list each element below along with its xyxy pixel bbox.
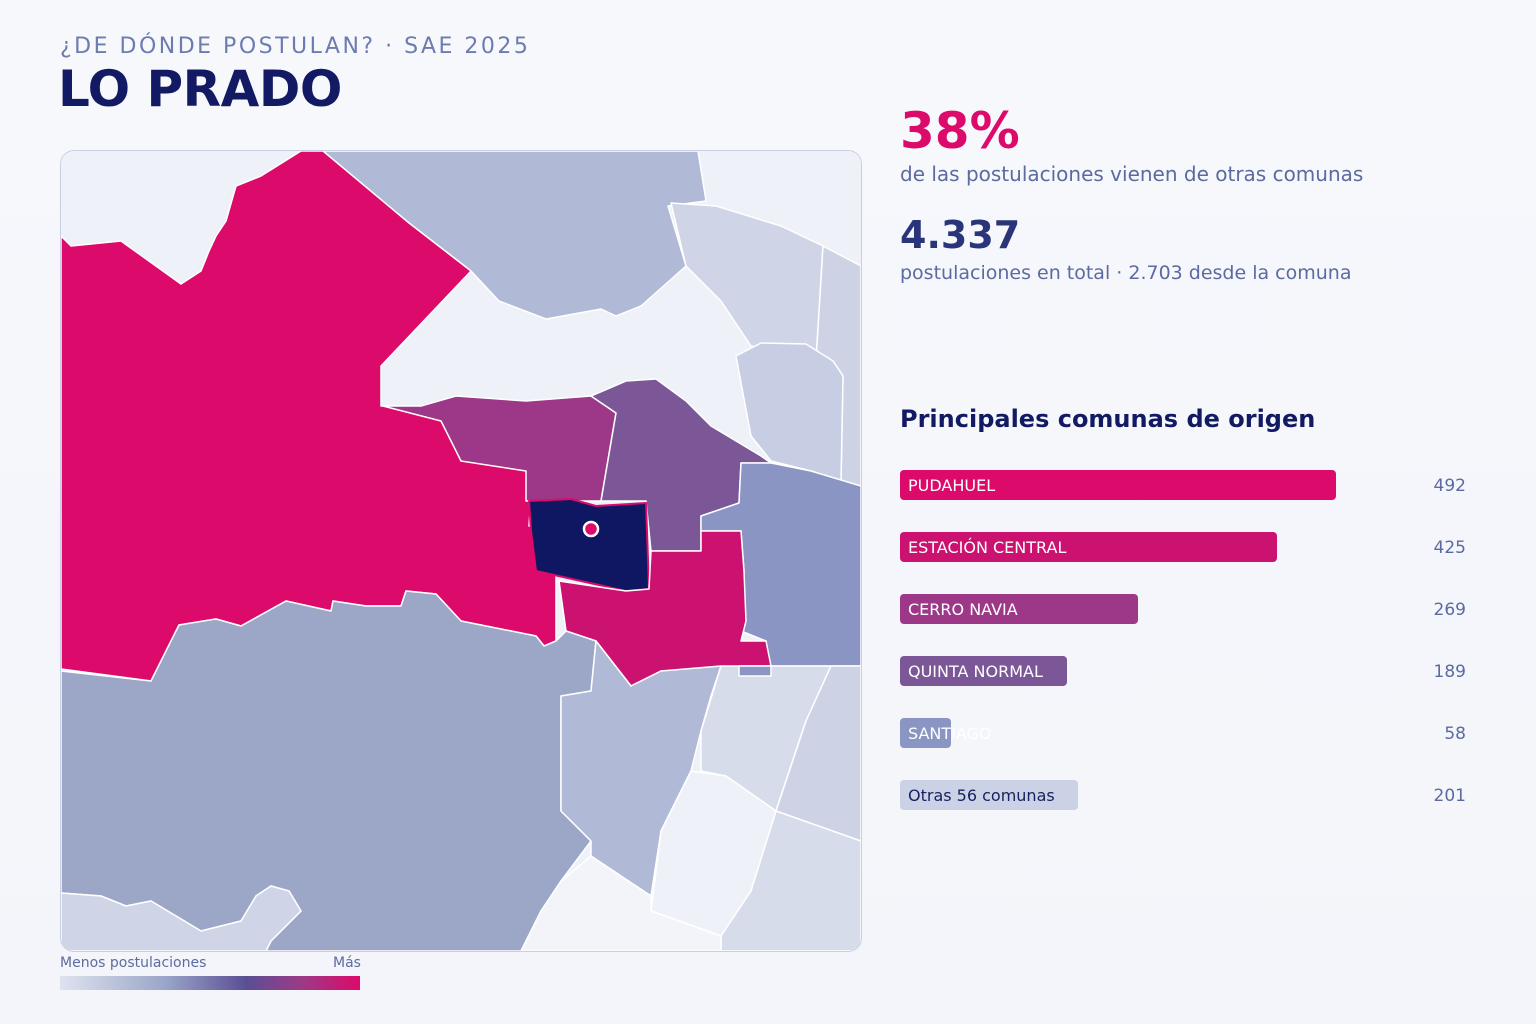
origin-bar-label: ESTACIÓN CENTRAL: [908, 538, 1067, 557]
origin-bar-row[interactable]: Otras 56 comunas 201: [900, 780, 1470, 810]
origin-bar: [900, 594, 1138, 624]
lo-prado-marker[interactable]: [582, 520, 600, 538]
origin-bar-row[interactable]: PUDAHUEL 492: [900, 470, 1470, 500]
origin-bar-label: CERRO NAVIA: [908, 600, 1018, 619]
legend-low-label: Menos postulaciones: [60, 955, 207, 971]
total-applications-value: 4.337: [900, 213, 1021, 257]
region-east-middle[interactable]: [735, 342, 844, 482]
origins-title: Principales comunas de origen: [900, 405, 1316, 433]
region-small-block[interactable]: [738, 665, 772, 677]
origin-bar-label: SANTIAGO: [908, 724, 992, 743]
origin-bar-row[interactable]: ESTACIÓN CENTRAL 425: [900, 532, 1470, 562]
map-svg: [61, 151, 861, 951]
origin-bar-row[interactable]: CERRO NAVIA 269: [900, 594, 1470, 624]
external-share-caption: de las postulaciones vienen de otras com…: [900, 162, 1364, 186]
legend-high-label: Más: [333, 955, 361, 971]
region-cerrillos[interactable]: [560, 640, 722, 897]
origin-bar-label: QUINTA NORMAL: [908, 662, 1043, 681]
external-share-value: 38%: [900, 102, 1020, 160]
origin-bar-row[interactable]: SANTIAGO 58: [900, 718, 1470, 748]
region-la-cisterna[interactable]: [720, 810, 861, 951]
origin-bar-value: 425: [1433, 538, 1466, 558]
region-south-corner[interactable]: [520, 855, 722, 951]
page-kicker: ¿DE DÓNDE POSTULAN? · SAE 2025: [60, 34, 531, 59]
origin-bar: [900, 532, 1277, 562]
origin-bar-value: 492: [1433, 476, 1466, 496]
origin-bar-value: 58: [1444, 724, 1466, 744]
region-santiago[interactable]: [700, 462, 861, 667]
origin-bar-row[interactable]: QUINTA NORMAL 189: [900, 656, 1470, 686]
page-title: LO PRADO: [58, 60, 342, 118]
choropleth-map[interactable]: [60, 150, 862, 952]
legend-color-scale: [60, 976, 360, 990]
origin-bar-value: 269: [1433, 600, 1466, 620]
total-applications-caption: postulaciones en total · 2.703 desde la …: [900, 262, 1352, 284]
origin-bar-value: 201: [1433, 786, 1466, 806]
origin-bar: [900, 656, 1067, 686]
region-south-west-low[interactable]: [61, 885, 302, 951]
origin-bar-label: Otras 56 comunas: [908, 786, 1055, 805]
origin-bar-value: 189: [1433, 662, 1466, 682]
origin-bar: [900, 780, 1078, 810]
origin-bar: [900, 470, 1336, 500]
origin-bar-label: PUDAHUEL: [908, 476, 996, 495]
origin-bar: [900, 718, 951, 748]
